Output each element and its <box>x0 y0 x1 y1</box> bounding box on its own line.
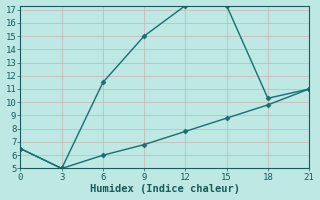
X-axis label: Humidex (Indice chaleur): Humidex (Indice chaleur) <box>90 184 240 194</box>
